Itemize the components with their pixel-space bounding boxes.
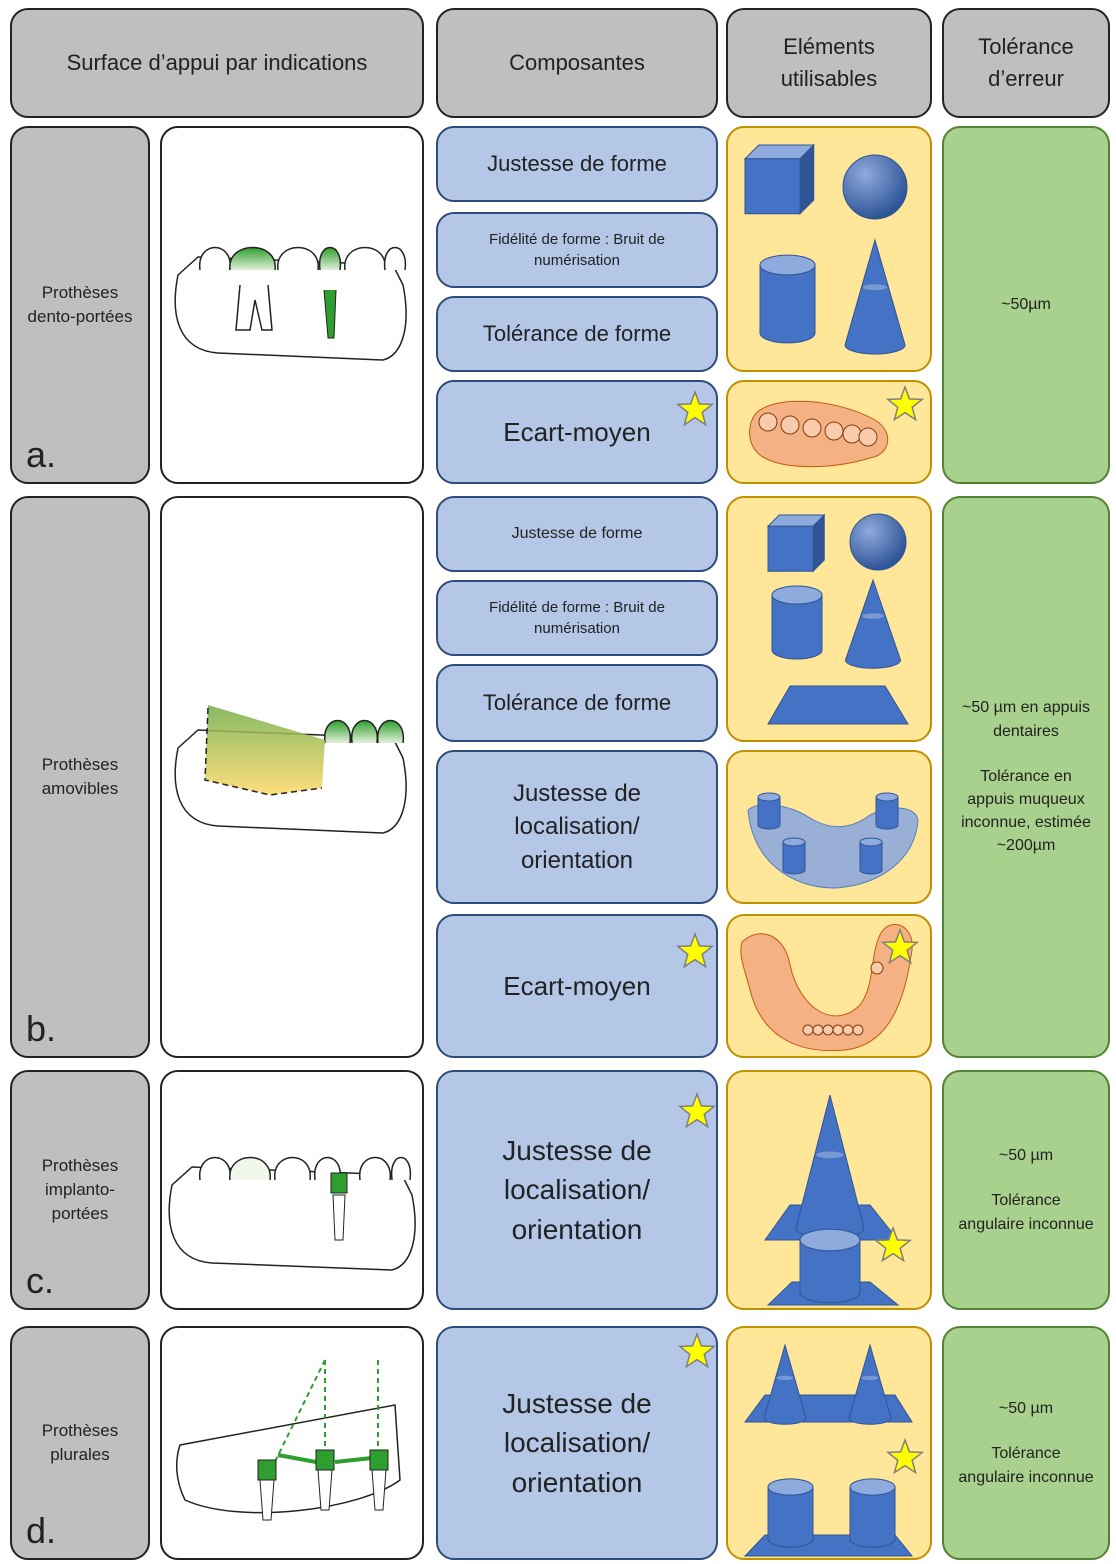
tolerance-text: ~50 µm	[998, 1400, 1054, 1418]
component: Ecart-moyen	[436, 380, 718, 484]
row-letter: b.	[26, 1008, 57, 1049]
header-cell: Composantes	[436, 8, 718, 118]
component: Justesse de forme	[436, 126, 718, 202]
row-letter: c.	[26, 1260, 55, 1301]
component: Justesse de localisation/ orientation	[436, 1326, 718, 1560]
component: Tolérance de forme	[436, 664, 718, 742]
tolerance-text: Tolérance angulaire inconnue	[958, 1445, 1094, 1486]
row-letter: d.	[26, 1510, 57, 1551]
component: Justesse de forme	[436, 496, 718, 572]
indication-label: Prothèses dento-portées	[10, 126, 150, 484]
row-letter: a.	[26, 434, 57, 475]
tolerance: ~50 µm Tolérance angulaire inconnue	[942, 1326, 1110, 1560]
component: Ecart-moyen	[436, 914, 718, 1058]
indication-label: Prothèses plurales	[10, 1326, 150, 1560]
tolerance-text: ~50 µm	[998, 1147, 1054, 1165]
tolerance-text: ~50µm	[1001, 296, 1051, 314]
header-cell: Surface d’appui par indications	[10, 8, 424, 118]
component: Fidélité de forme : Bruit de numérisatio…	[436, 212, 718, 288]
header-cell: Eléments utilisables	[726, 8, 932, 118]
component: Justesse de localisation/ orientation	[436, 1070, 718, 1310]
tolerance-text: Tolérance en appuis muqueux inconnue, es…	[961, 767, 1091, 855]
tolerance-text: ~50 µm en appuis dentaires	[962, 699, 1090, 740]
indication-label: Prothèses implanto-portées	[10, 1070, 150, 1310]
component: Fidélité de forme : Bruit de numérisatio…	[436, 580, 718, 656]
shapes	[168, 143, 925, 1557]
indication-label: Prothèses amovibles	[10, 496, 150, 1058]
elements-frame	[726, 1326, 932, 1560]
header-cell: Tolérance d’erreur	[942, 8, 1110, 118]
tolerance-text: Tolérance angulaire inconnue	[958, 1192, 1094, 1233]
component: Justesse de localisation/ orientation	[436, 750, 718, 904]
component: Tolérance de forme	[436, 296, 718, 372]
tolerance: ~50µm	[942, 126, 1110, 484]
tolerance: ~50 µm Tolérance angulaire inconnue	[942, 1070, 1110, 1310]
tolerance: ~50 µm en appuis dentaires Tolérance en a…	[942, 496, 1110, 1058]
